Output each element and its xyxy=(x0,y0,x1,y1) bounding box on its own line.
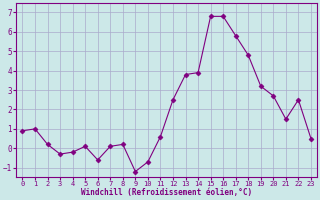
X-axis label: Windchill (Refroidissement éolien,°C): Windchill (Refroidissement éolien,°C) xyxy=(81,188,252,197)
